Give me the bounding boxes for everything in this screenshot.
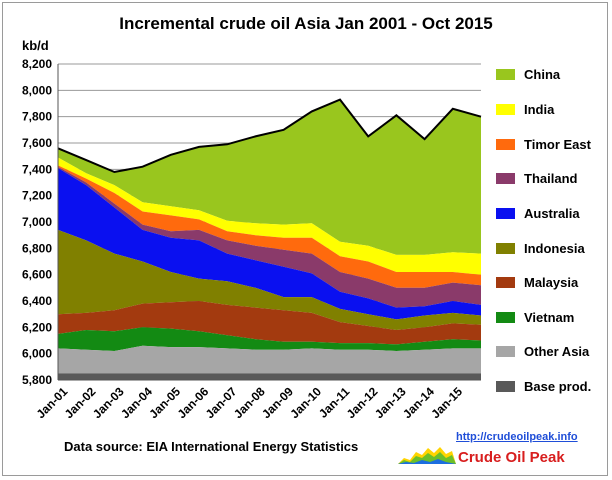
x-tick-label: Jan-10 [287, 384, 324, 421]
total-production-line [57, 98, 482, 174]
legend-swatch [496, 208, 515, 219]
legend-swatch [496, 173, 515, 184]
legend-label: Malaysia [524, 275, 579, 290]
area-base-prod [58, 373, 481, 380]
website-link[interactable]: http://crudeoilpeak.info [456, 431, 578, 443]
y-tick-label: 8,000 [22, 83, 52, 97]
legend-label: Australia [524, 206, 580, 221]
legend-swatch [496, 69, 515, 80]
y-tick-label: 6,400 [22, 294, 52, 308]
legend-swatch [496, 312, 515, 323]
area-other-asia [58, 345, 481, 374]
area-vietnam [58, 327, 481, 351]
area-thailand [58, 166, 481, 308]
crude-oil-peak-logo-icon [398, 447, 456, 464]
legend-label: China [524, 67, 561, 82]
y-tick-label: 6,000 [22, 347, 52, 361]
legend-label: India [524, 102, 555, 117]
y-tick-label: 7,400 [22, 162, 52, 176]
x-tick-label: Jan-15 [428, 384, 465, 421]
y-tick-label: 7,800 [22, 110, 52, 124]
y-tick-label: 7,000 [22, 215, 52, 229]
legend-label: Thailand [524, 171, 578, 186]
y-tick-label: 5,800 [22, 373, 52, 387]
data-source-note: Data source: EIA International Energy St… [64, 439, 359, 454]
area-china [58, 99, 481, 255]
y-tick-label: 8,200 [22, 57, 52, 71]
legend-label: Indonesia [524, 241, 585, 256]
legend-label: Other Asia [524, 344, 590, 359]
stacked-areas [58, 99, 481, 380]
y-axis-label: kb/d [22, 38, 49, 53]
y-tick-label: 7,200 [22, 189, 52, 203]
area-timor-east [58, 165, 481, 288]
legend-swatch [496, 346, 515, 357]
legend-swatch [496, 243, 515, 254]
legend-swatch [496, 139, 515, 150]
legend-swatch [496, 381, 515, 392]
y-tick-label: 6,200 [22, 320, 52, 334]
axes [57, 64, 481, 381]
legend-label: Base prod. [524, 379, 592, 394]
legend-label: Timor East [524, 137, 591, 152]
chart-title: Incremental crude oil Asia Jan 2001 - Oc… [119, 14, 493, 33]
legend-swatch [496, 277, 515, 288]
brand-name: Crude Oil Peak [458, 449, 565, 466]
y-tick-label: 7,600 [22, 136, 52, 150]
area-indonesia [58, 229, 481, 330]
area-australia [58, 168, 481, 320]
legend-swatch [496, 104, 515, 115]
x-tick-labels: Jan-01Jan-02Jan-03Jan-04Jan-05Jan-06Jan-… [34, 384, 466, 421]
y-tick-label: 6,600 [22, 268, 52, 282]
total-line-group [57, 98, 482, 174]
area-malaysia [58, 301, 481, 345]
y-tick-label: 6,800 [22, 241, 52, 255]
legend-label: Vietnam [524, 310, 575, 325]
area-india [58, 157, 481, 275]
y-tick-labels: 5,800 6,000 6,200 6,400 6,600 6,800 7,000 7,200… [22, 57, 52, 387]
